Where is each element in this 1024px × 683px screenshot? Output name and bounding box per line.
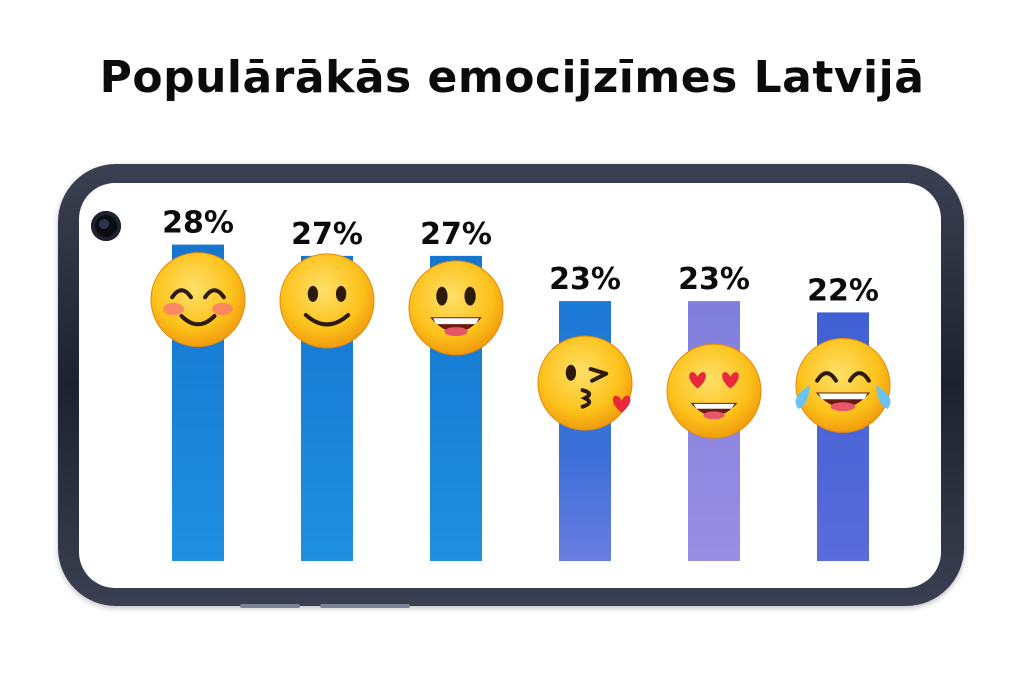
kiss-heart-icon [612, 395, 631, 413]
smiling-face-with-heart-eyes-icon [666, 343, 762, 439]
data-label: 28% [162, 206, 234, 241]
grinning-face-with-big-eyes-icon [408, 260, 504, 356]
tear-icon [795, 385, 811, 409]
phone-side-button [240, 604, 300, 608]
phone-side-button [320, 604, 410, 608]
slightly-smiling-face-icon [279, 253, 375, 349]
data-label: 27% [420, 217, 492, 252]
data-label: 23% [549, 262, 621, 297]
camera-icon [91, 211, 121, 241]
face-blowing-a-kiss-icon [537, 335, 633, 431]
heart-eye-icon [689, 372, 706, 389]
data-label: 22% [807, 273, 879, 308]
smiling-face-with-smiling-eyes-icon [150, 252, 246, 348]
data-label: 27% [291, 217, 363, 252]
tear-icon [875, 385, 891, 409]
chart-title: Populārākās emocijzīmes Latvijā [99, 52, 925, 103]
face-with-tears-of-joy-icon [795, 337, 891, 433]
data-label: 23% [678, 262, 750, 297]
heart-eye-icon [722, 372, 739, 389]
